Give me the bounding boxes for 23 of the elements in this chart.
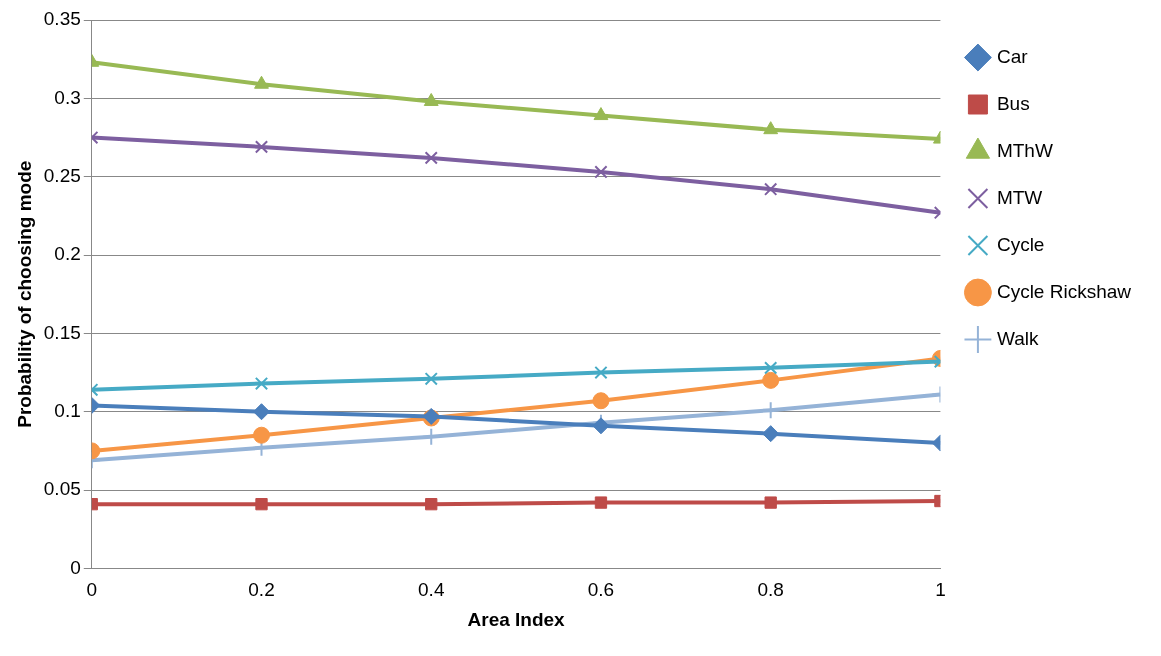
legend-label: Cycle xyxy=(996,233,1045,255)
y-axis-title: Probability of choosing mode xyxy=(13,160,35,428)
x-axis-title: Area Index xyxy=(467,608,566,630)
legend-label: Car xyxy=(996,45,1029,67)
y-tick-label: 0.15 xyxy=(43,321,81,343)
legend-label: MThW xyxy=(996,139,1053,161)
y-tick-label: 0.2 xyxy=(54,243,81,265)
legend-label: MTW xyxy=(996,186,1043,208)
x-tick-label: 0.4 xyxy=(418,579,445,601)
x-tick-label: 0.6 xyxy=(587,579,615,601)
y-tick-label: 0.3 xyxy=(54,86,81,108)
y-tick-label: 0.05 xyxy=(43,478,81,500)
legend-label: Cycle Rickshaw xyxy=(996,280,1132,302)
legend-label: Bus xyxy=(996,92,1030,114)
legend-label: Walk xyxy=(996,327,1039,349)
y-tick-label: 0.35 xyxy=(43,8,81,30)
x-tick-label: 0 xyxy=(86,579,98,601)
y-tick-label: 0 xyxy=(70,556,81,578)
y-tick-label: 0.1 xyxy=(54,399,81,421)
y-tick-label: 0.25 xyxy=(43,164,81,186)
x-tick-label: 1 xyxy=(935,579,946,601)
x-tick-label: 0.2 xyxy=(248,579,275,601)
x-tick-label: 0.8 xyxy=(757,579,784,601)
